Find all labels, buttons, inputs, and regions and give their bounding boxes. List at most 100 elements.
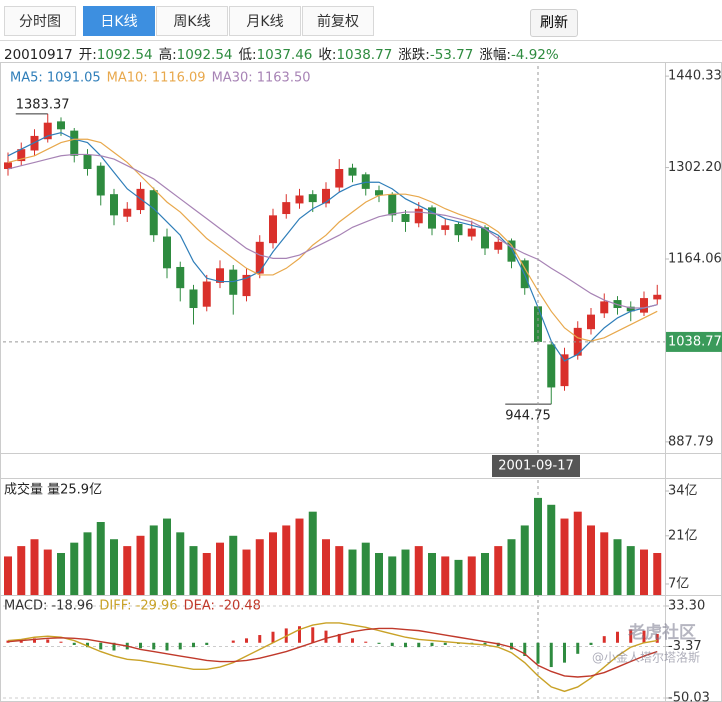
candle-body	[388, 194, 397, 216]
volume-bar	[560, 518, 569, 595]
volume-bar	[83, 532, 92, 595]
candle-body	[441, 225, 450, 230]
volume-bar	[216, 542, 224, 595]
info-label: 涨幅:	[479, 47, 511, 63]
volume-bar	[388, 556, 397, 595]
candle-body	[308, 194, 317, 203]
candle-body	[428, 207, 436, 229]
y-tick-label: -50.03	[668, 691, 710, 702]
legend-entry: DEA: -20.48	[184, 599, 261, 614]
candle-body	[83, 154, 92, 170]
volume-bar	[202, 552, 211, 595]
candle-body	[269, 215, 277, 244]
info-date: 20010917	[4, 47, 73, 63]
candle-body	[57, 121, 65, 130]
candle-body	[348, 167, 357, 176]
info-label: 低:	[238, 47, 257, 63]
volume-bar	[176, 532, 185, 595]
volume-bar	[626, 546, 635, 595]
volume-bar	[149, 525, 158, 595]
info-value: -53.77	[429, 47, 474, 63]
candle-body	[335, 169, 344, 188]
candle-body	[43, 122, 52, 140]
info-label: 开:	[78, 47, 97, 63]
volume-bar	[401, 549, 410, 595]
volume-bar	[96, 522, 105, 595]
tab[interactable]: 日K线	[83, 6, 155, 36]
volume-bar	[43, 549, 52, 595]
volume-bar	[520, 525, 529, 595]
legend-entry: MA10: 1116.09	[107, 71, 206, 86]
crosshair-date: 2001-09-17	[498, 459, 574, 474]
candle-body	[123, 208, 132, 217]
candle-body	[547, 344, 556, 388]
volume-bar	[640, 549, 648, 595]
candle-body	[613, 300, 622, 309]
ma-line	[7, 153, 658, 309]
volume-bar	[136, 535, 145, 595]
volume-bar	[361, 542, 370, 595]
volume-bar	[4, 556, 12, 595]
volume-bar	[467, 556, 476, 595]
candle-body	[560, 354, 569, 387]
ma-line	[7, 131, 658, 362]
volume-bar	[269, 532, 277, 595]
candle-body	[507, 240, 516, 262]
info-value: -4.92%	[510, 47, 559, 63]
volume-bar	[17, 546, 26, 595]
date-tag-box	[492, 455, 580, 477]
candle-body	[600, 301, 609, 314]
volume-bar	[375, 552, 383, 595]
info-value: 1092.54	[176, 47, 233, 63]
candle-body	[587, 314, 595, 330]
tab[interactable]: 前复权	[302, 6, 374, 36]
volume-bar	[441, 556, 450, 595]
volume-bar	[507, 539, 516, 595]
tab[interactable]: 月K线	[229, 6, 301, 36]
ma-line	[7, 138, 658, 342]
macd-line	[7, 622, 658, 693]
volume-bar	[57, 552, 65, 595]
legend-entry: MACD: -18.96	[4, 599, 93, 614]
candle-body	[322, 188, 330, 204]
tab[interactable]: 周K线	[156, 6, 228, 36]
tab[interactable]: 分时图	[4, 6, 76, 36]
volume-bar	[547, 504, 556, 595]
candle-body	[282, 202, 291, 215]
candle-body	[70, 130, 79, 156]
y-tick-label: -3.37	[668, 639, 702, 654]
candle-body	[189, 289, 198, 309]
candle-body	[163, 236, 171, 269]
candle-body	[361, 174, 370, 189]
info-value: 1092.54	[96, 47, 153, 63]
candle-body	[653, 294, 662, 300]
volume-bar	[414, 546, 423, 595]
candle-body	[295, 195, 304, 204]
candle-body	[17, 149, 26, 162]
candle-body	[96, 165, 105, 196]
y-tick-label: 1302.20	[668, 160, 722, 175]
panel-title: 成交量 量25.9亿	[4, 482, 102, 498]
refresh-button[interactable]: 刷新	[530, 9, 578, 37]
volume-bar	[123, 546, 132, 595]
candle-body	[229, 269, 238, 295]
candle-body	[481, 227, 489, 249]
legend-entry: MA30: 1163.50	[212, 71, 311, 86]
volume-bar	[653, 552, 662, 595]
legend-entry: MA5: 1091.05	[10, 71, 101, 86]
volume-bar	[189, 546, 198, 595]
volume-bar	[454, 559, 463, 595]
candle-body	[401, 214, 410, 222]
candle-body	[202, 281, 211, 307]
candle-body	[494, 241, 503, 250]
volume-bar	[600, 532, 609, 595]
candle-body	[626, 306, 635, 312]
info-label: 高:	[158, 47, 177, 63]
candle-body	[454, 223, 463, 236]
volume-bar	[30, 539, 39, 595]
y-tick-label: 1440.33	[668, 69, 722, 84]
candle-body	[110, 194, 118, 216]
candle-body	[176, 266, 185, 289]
